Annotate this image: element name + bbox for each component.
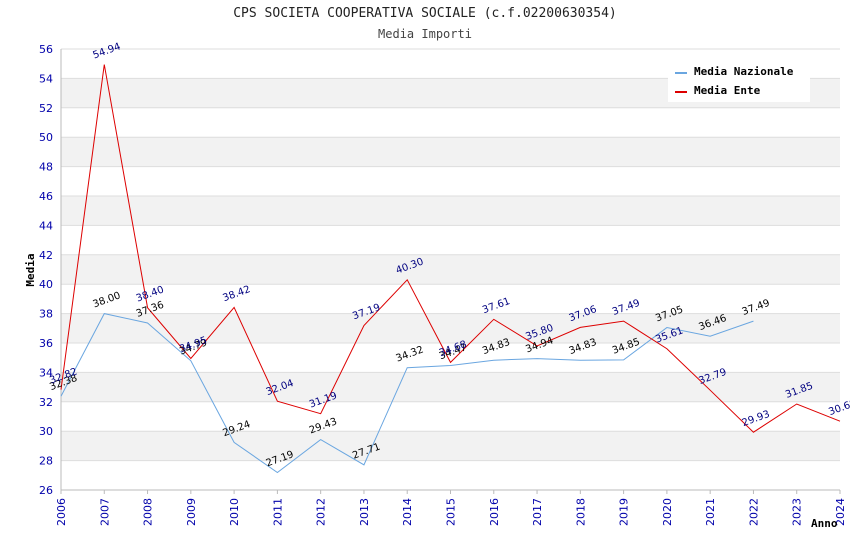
grid-band	[61, 372, 840, 402]
x-tick-label: 2008	[142, 498, 155, 526]
x-tick-label: 2017	[531, 498, 544, 526]
legend-label-nazionale: Media Nazionale	[694, 65, 794, 78]
x-tick-label: 2015	[445, 498, 458, 526]
y-tick-label: 28	[39, 455, 53, 468]
y-tick-label: 30	[39, 425, 53, 438]
x-tick-label: 2013	[358, 498, 371, 526]
legend-box	[668, 58, 810, 102]
grid-band	[61, 431, 840, 461]
x-axis-title: Anno	[811, 517, 838, 530]
x-tick-label: 2023	[791, 498, 804, 526]
x-tick-label: 2020	[661, 498, 674, 526]
x-tick-label: 2024	[834, 498, 847, 526]
y-tick-label: 50	[39, 131, 53, 144]
x-tick-label: 2021	[704, 498, 717, 526]
series-lines	[60, 64, 841, 474]
chart-subtitle: Media Importi	[378, 27, 472, 41]
grid-band	[61, 137, 840, 167]
x-tick-label: 2006	[55, 498, 68, 526]
y-tick-label: 54	[39, 72, 53, 85]
y-axis-title: Media	[24, 253, 37, 286]
grid-band	[61, 284, 840, 314]
series-line-ente	[60, 64, 841, 433]
chart-title: CPS SOCIETA COOPERATIVA SOCIALE (c.f.022…	[233, 6, 617, 21]
x-tick-label: 2014	[401, 498, 414, 526]
y-tick-label: 42	[39, 249, 53, 262]
grid-band	[61, 225, 840, 255]
x-tick-label: 2018	[574, 498, 587, 526]
grid-band	[61, 196, 840, 226]
grid-bands	[61, 48, 840, 491]
grid-band	[61, 313, 840, 343]
x-tick-label: 2016	[488, 498, 501, 526]
x-tick-label: 2007	[98, 498, 111, 526]
y-tick-label: 46	[39, 190, 53, 203]
grid-band	[61, 166, 840, 196]
grid-band	[61, 401, 840, 432]
grid-band	[61, 107, 840, 138]
y-tick-label: 56	[39, 43, 53, 56]
x-tick-label: 2011	[271, 498, 284, 526]
y-tick-label: 52	[39, 102, 53, 115]
x-tick-label: 2010	[228, 498, 241, 526]
x-tick-label: 2009	[185, 498, 198, 526]
y-tick-label: 48	[39, 161, 53, 174]
series-line-nazionale	[60, 313, 754, 474]
y-tick-label: 26	[39, 484, 53, 497]
y-tick-label: 44	[39, 219, 53, 232]
legend: Media Nazionale Media Ente	[668, 58, 810, 102]
x-tick-label: 2022	[747, 498, 760, 526]
x-tick-label: 2012	[315, 498, 328, 526]
axes: 26 28 30 32 34 36 38 40 42 44 46 48 50 52 54 56 2006 2007…	[39, 43, 847, 526]
y-tick-label: 32	[39, 396, 53, 409]
x-tick-label: 2019	[618, 498, 631, 526]
y-tick-label: 40	[39, 278, 53, 291]
grid-band	[61, 460, 840, 490]
y-tick-label: 36	[39, 337, 53, 350]
legend-label-ente: Media Ente	[694, 84, 761, 97]
grid-band	[61, 254, 840, 285]
y-tick-label: 34	[39, 366, 53, 379]
y-tick-label: 38	[39, 308, 53, 321]
